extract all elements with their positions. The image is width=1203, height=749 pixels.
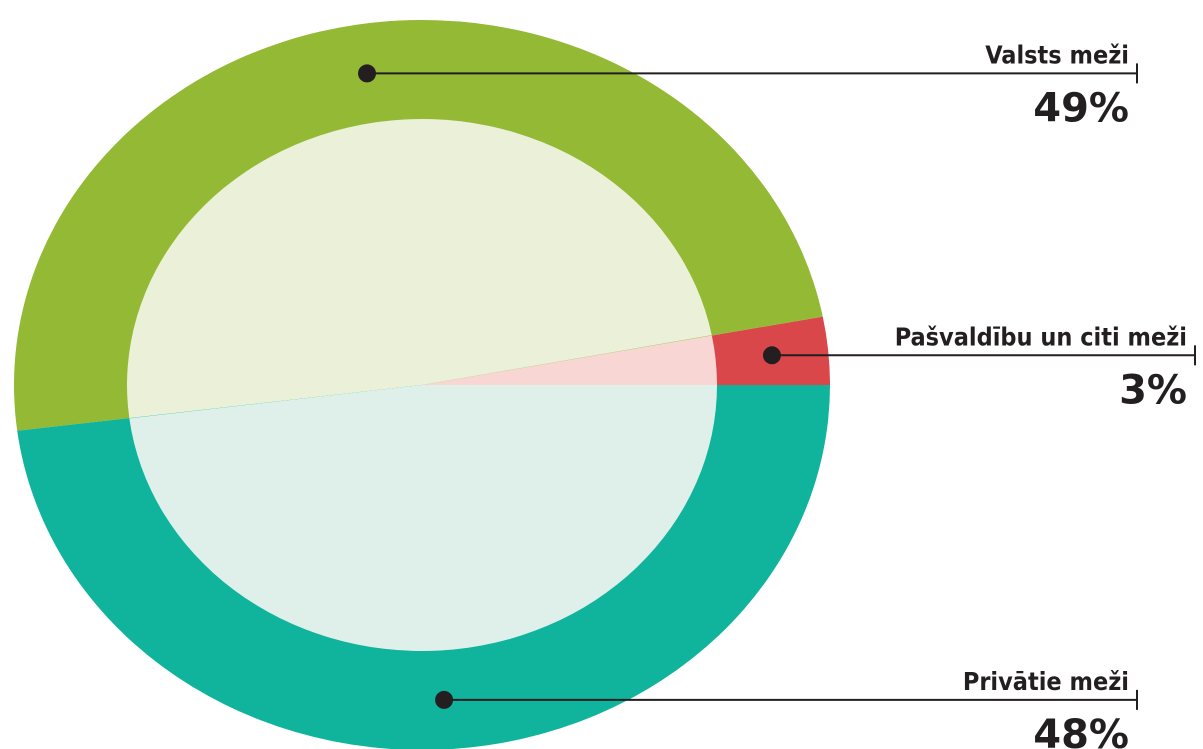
label-name: Valsts meži [985,40,1129,69]
label-value: 49% [1033,85,1129,131]
leader-dot [358,64,377,83]
segment-inner [422,335,717,385]
label-value: 3% [1119,367,1187,413]
segment-inner [129,385,717,652]
segment-inner [127,119,712,419]
label-value: 48% [1033,712,1129,749]
leader-dot [762,346,781,365]
label-name: Pašvaldību un citi meži [895,322,1187,351]
label-name: Privātie meži [963,667,1129,696]
leader-dot [435,690,454,709]
